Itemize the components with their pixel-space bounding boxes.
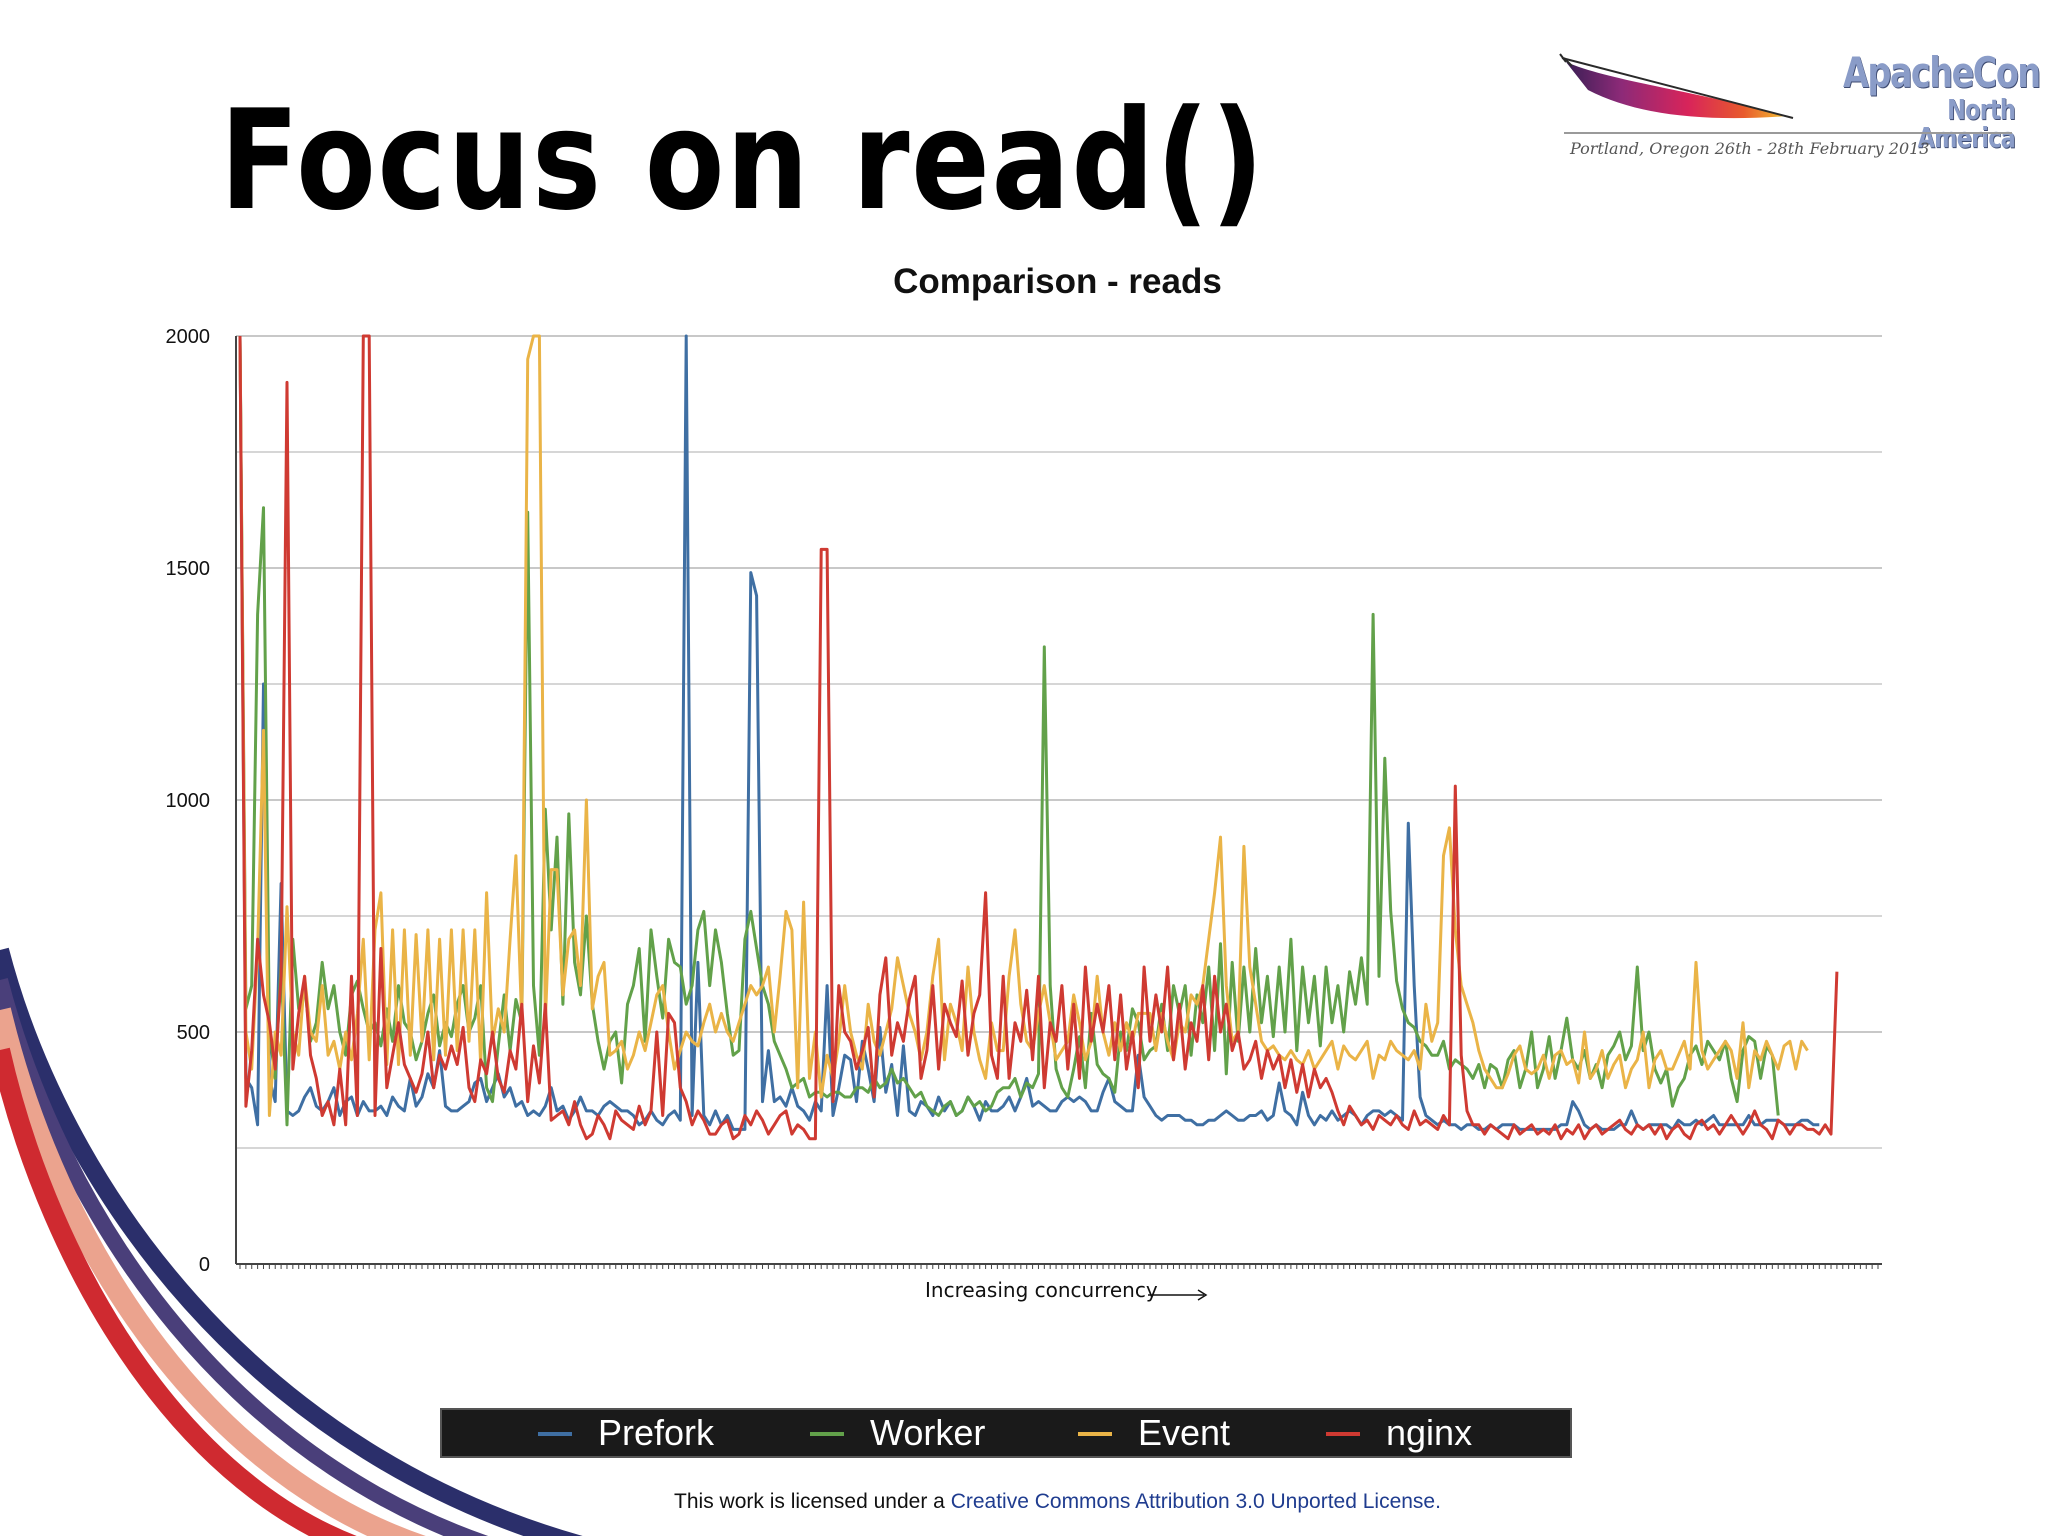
apachecon-logo: ApacheCon North America Portland, Oregon…	[1558, 48, 2041, 165]
chart-title: Comparison - reads	[893, 262, 1222, 301]
series-line-nginx	[238, 334, 1839, 1141]
legend-swatch	[538, 1432, 572, 1436]
license-link[interactable]: Creative Commons Attribution 3.0 Unporte…	[950, 1490, 1441, 1513]
license-footer: This work is licensed under a Creative C…	[0, 1490, 2048, 1514]
y-tick-label: 0	[198, 1254, 210, 1276]
y-tick-label: 1000	[165, 790, 211, 812]
legend-swatch	[1326, 1432, 1360, 1436]
slide-title: Focus on read()	[220, 80, 1266, 241]
right-arrow-icon	[1148, 1289, 1208, 1301]
legend-label: nginx	[1386, 1412, 1473, 1453]
y-tick-label: 1500	[165, 558, 211, 580]
legend-label: Prefork	[598, 1412, 715, 1453]
logo-wordmark: ApacheCon	[1843, 48, 2041, 97]
y-tick-label: 500	[176, 1022, 210, 1044]
y-tick-label: 2000	[165, 326, 211, 348]
chart-legend: Prefork Worker Event nginx	[440, 1408, 1572, 1458]
x-axis-label: Increasing concurrency	[925, 1278, 1158, 1302]
legend-label: Worker	[870, 1412, 986, 1453]
logo-tagline: Portland, Oregon 26th - 28th February 20…	[1570, 139, 1930, 158]
x-axis-ticks	[239, 1264, 1879, 1269]
legend-swatch	[810, 1432, 844, 1436]
series-line-event	[238, 334, 1809, 1117]
footer-text: This work is licensed under a	[674, 1490, 945, 1513]
legend-label: Event	[1138, 1412, 1231, 1453]
decorative-swoosh	[0, 947, 584, 1536]
legend-swatch	[1078, 1432, 1112, 1436]
feather-icon	[1559, 53, 1794, 119]
logo-subtitle: North America	[1917, 93, 2016, 154]
logo-divider	[1564, 132, 2012, 134]
